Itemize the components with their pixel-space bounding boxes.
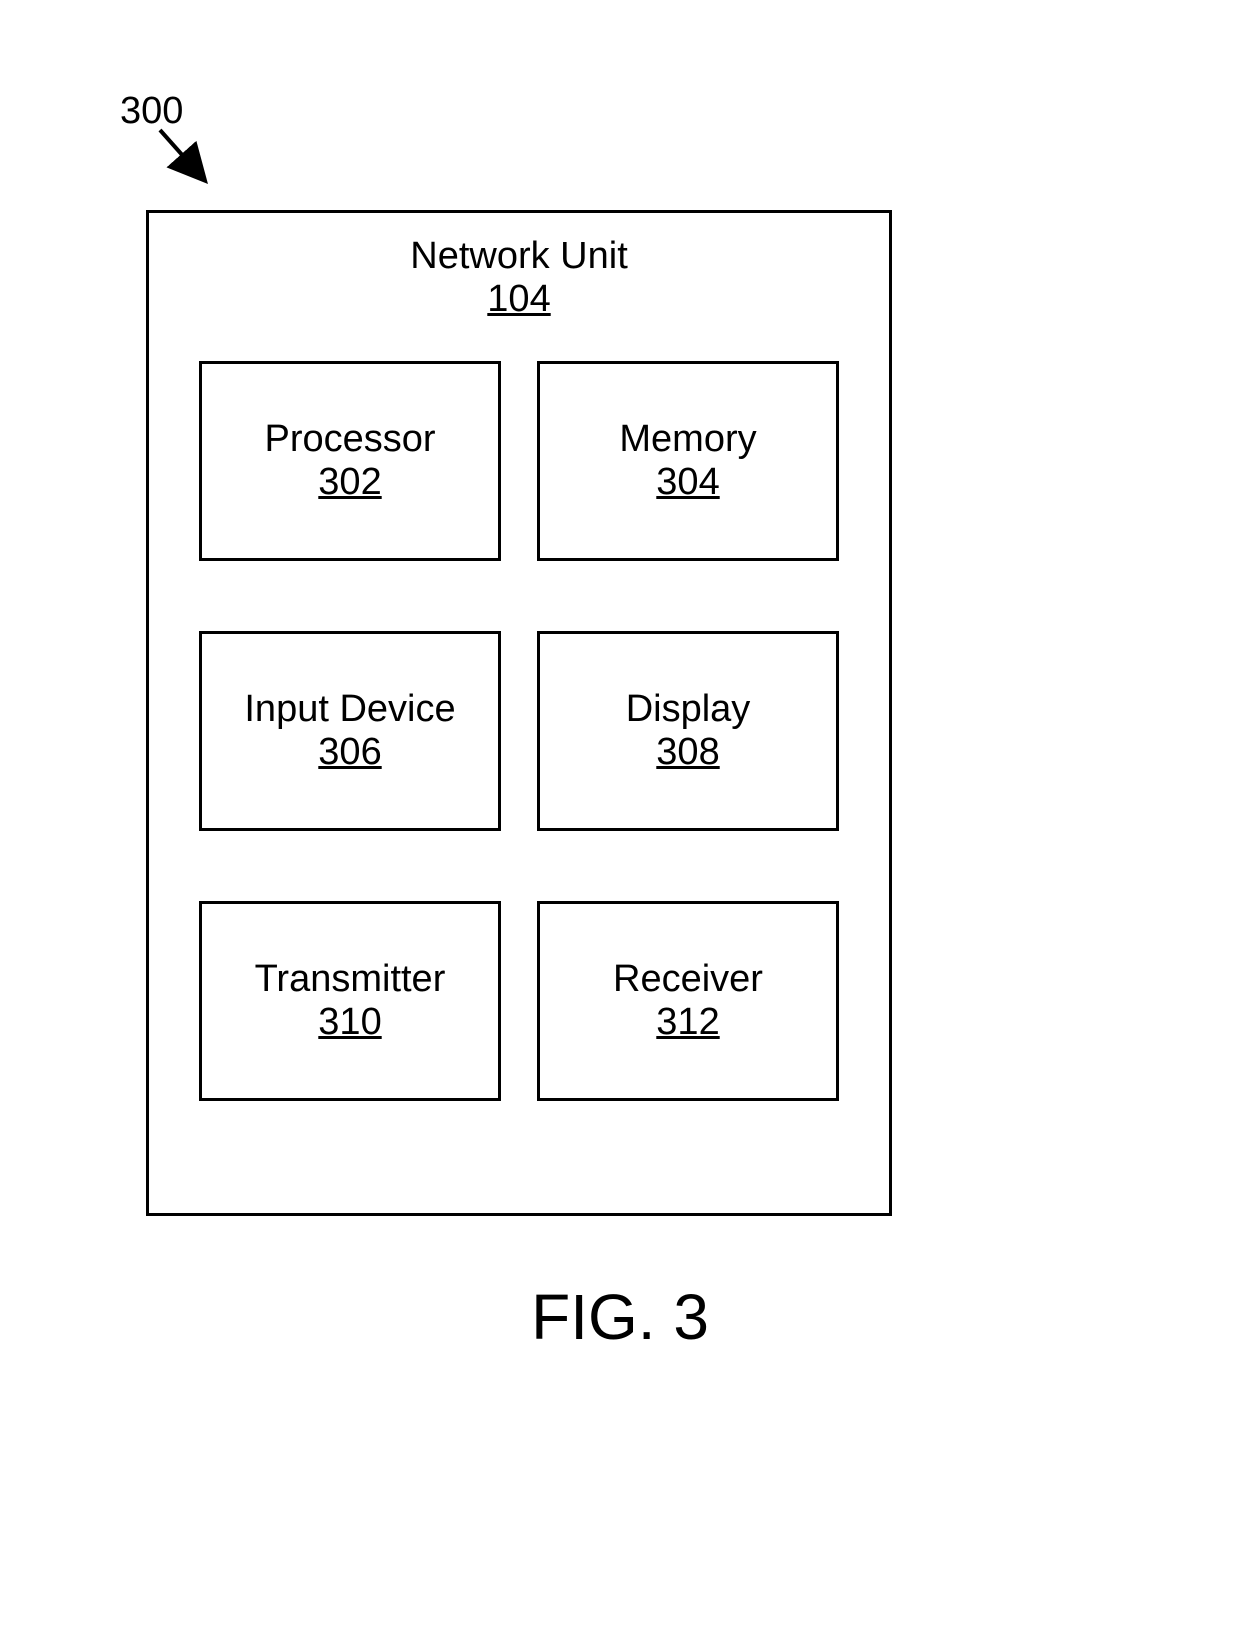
- memory-ref: 304: [656, 461, 719, 504]
- transmitter-label: Transmitter: [255, 958, 446, 1001]
- input-device-ref: 306: [318, 731, 381, 774]
- receiver-ref: 312: [656, 1001, 719, 1044]
- memory-block: Memory 304: [537, 361, 839, 561]
- display-block: Display 308: [537, 631, 839, 831]
- network-unit-ref: 104: [149, 278, 889, 321]
- receiver-label: Receiver: [613, 958, 763, 1001]
- receiver-block: Receiver 312: [537, 901, 839, 1101]
- processor-block: Processor 302: [199, 361, 501, 561]
- display-ref: 308: [656, 731, 719, 774]
- display-label: Display: [626, 688, 751, 731]
- network-unit-title: Network Unit: [149, 235, 889, 278]
- figure-caption: FIG. 3: [531, 1280, 709, 1354]
- input-device-label: Input Device: [244, 688, 455, 731]
- network-unit-container: Network Unit 104 Processor 302 Memory 30…: [146, 210, 892, 1216]
- network-unit-header: Network Unit 104: [149, 213, 889, 321]
- memory-label: Memory: [619, 418, 756, 461]
- reference-arrow: [150, 120, 230, 200]
- processor-ref: 302: [318, 461, 381, 504]
- transmitter-ref: 310: [318, 1001, 381, 1044]
- component-grid: Processor 302 Memory 304 Input Device 30…: [149, 321, 889, 1151]
- input-device-block: Input Device 306: [199, 631, 501, 831]
- processor-label: Processor: [264, 418, 435, 461]
- transmitter-block: Transmitter 310: [199, 901, 501, 1101]
